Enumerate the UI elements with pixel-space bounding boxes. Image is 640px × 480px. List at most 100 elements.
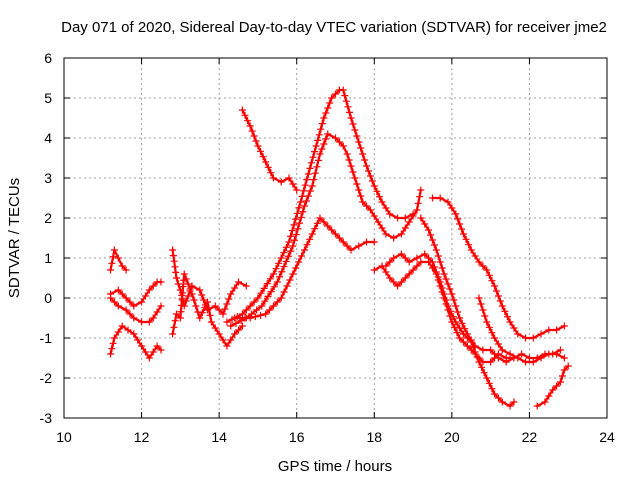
data-point: [342, 97, 350, 105]
data-point: [514, 354, 522, 362]
data-point: [130, 330, 138, 338]
data-point: [157, 302, 165, 310]
data-point: [442, 275, 450, 283]
data-point: [430, 241, 438, 249]
series-7: [238, 106, 301, 194]
data-point: [297, 213, 305, 221]
data-point: [141, 348, 149, 356]
data-point: [479, 306, 487, 314]
data-point: [494, 340, 502, 348]
data-point: [293, 209, 301, 217]
data-point: [114, 328, 122, 336]
data-point: [480, 369, 488, 377]
data-point: [545, 326, 553, 334]
data-point: [502, 358, 510, 366]
data-point: [456, 314, 464, 322]
data-point: [264, 163, 272, 171]
data-point: [298, 252, 306, 260]
data-point: [467, 336, 475, 344]
data-point: [172, 268, 180, 276]
data-point: [306, 235, 314, 243]
x-axis-label: GPS time / hours: [278, 458, 392, 475]
data-point: [545, 392, 553, 400]
y-tick-label: -1: [40, 330, 53, 346]
data-point: [501, 307, 509, 315]
data-point: [355, 186, 363, 194]
data-point: [491, 334, 499, 342]
series-12: [382, 250, 518, 410]
data-point: [386, 274, 394, 282]
data-point: [282, 243, 290, 251]
data-point: [107, 266, 115, 274]
data-point: [444, 198, 452, 206]
data-point: [301, 181, 309, 189]
data-point: [306, 164, 314, 172]
data-point: [374, 218, 382, 226]
data-point: [211, 302, 219, 310]
data-point: [364, 167, 372, 175]
data-point: [339, 142, 347, 150]
data-point: [432, 246, 440, 254]
series-trace: [171, 272, 244, 348]
data-point: [456, 334, 464, 342]
data-point: [304, 192, 312, 200]
data-point: [172, 274, 180, 282]
data-point: [506, 350, 514, 358]
data-point: [413, 206, 421, 214]
data-point: [471, 342, 479, 350]
data-point: [416, 193, 424, 201]
data-point: [107, 290, 115, 298]
data-point: [425, 254, 433, 262]
data-point: [485, 323, 493, 331]
data-point: [343, 150, 351, 158]
data-point: [382, 230, 390, 238]
data-point: [196, 314, 204, 322]
series-3: [107, 278, 165, 310]
data-point: [114, 302, 122, 310]
data-point: [347, 162, 355, 170]
grid-layer: [64, 58, 607, 418]
data-point: [269, 270, 277, 278]
data-point: [448, 290, 456, 298]
data-point: [326, 99, 334, 107]
data-point: [198, 309, 206, 317]
data-point: [179, 283, 187, 291]
data-point: [549, 386, 557, 394]
data-point: [458, 319, 466, 327]
data-point: [461, 325, 469, 333]
data-point: [355, 242, 363, 250]
data-point: [241, 111, 249, 119]
data-point: [153, 342, 161, 350]
data-point: [351, 126, 359, 134]
data-point: [522, 358, 530, 366]
data-point: [382, 204, 390, 212]
data-point: [311, 169, 319, 177]
data-point: [284, 252, 292, 260]
data-point: [401, 214, 409, 222]
series-layer: [107, 86, 572, 410]
data-point: [308, 230, 316, 238]
data-point: [184, 292, 192, 300]
data-point: [351, 174, 359, 182]
data-point: [257, 289, 265, 297]
x-tick-label: 16: [289, 429, 305, 445]
data-point: [488, 385, 496, 393]
data-point: [444, 280, 452, 288]
data-point: [478, 363, 486, 371]
data-point: [483, 266, 491, 274]
data-point: [309, 153, 317, 161]
data-point: [345, 156, 353, 164]
data-point: [553, 350, 561, 358]
data-point: [444, 302, 452, 310]
data-point: [414, 199, 422, 207]
data-point: [266, 306, 274, 314]
data-point: [475, 258, 483, 266]
data-point: [405, 270, 413, 278]
data-point: [300, 202, 308, 210]
data-point: [438, 264, 446, 272]
data-point: [397, 278, 405, 286]
data-point: [110, 298, 118, 306]
data-point: [459, 338, 467, 346]
data-point: [278, 268, 286, 276]
data-point: [447, 307, 455, 315]
